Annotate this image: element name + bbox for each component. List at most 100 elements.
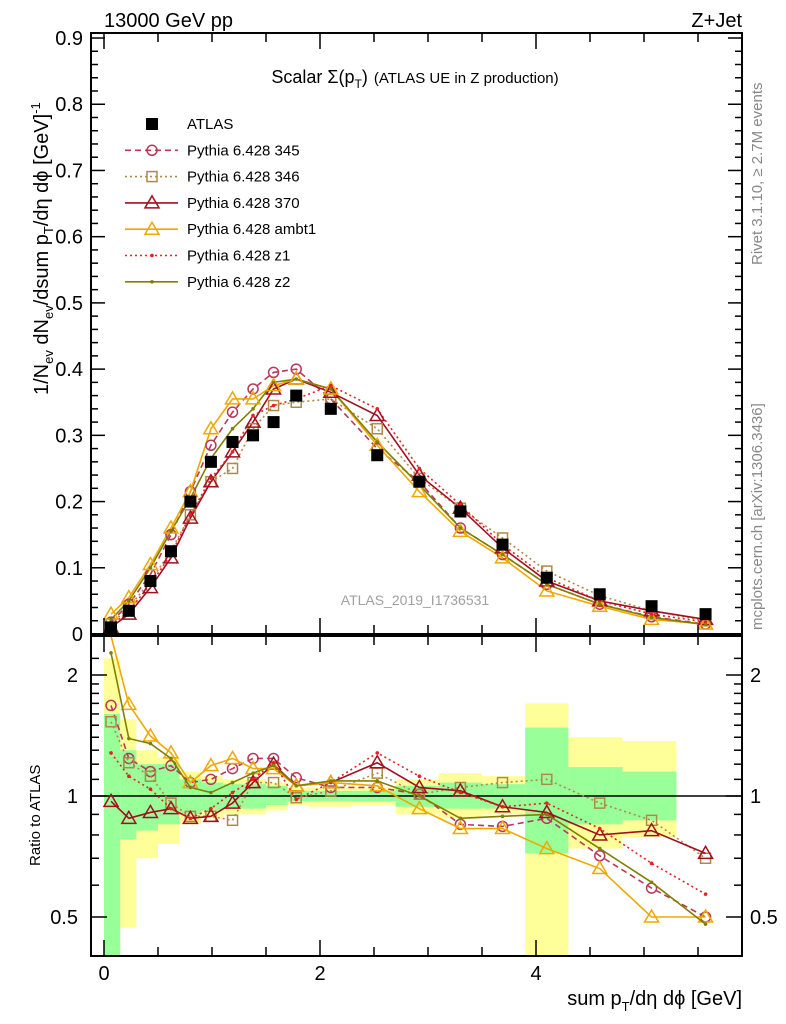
data-point-ambt1 xyxy=(643,610,660,626)
y-tick-label: 0.9 xyxy=(55,28,83,50)
title-part: (ATLAS UE in Z production) xyxy=(374,70,559,87)
data-point-z1 xyxy=(649,612,654,616)
legend-marker-345 xyxy=(146,144,158,157)
axis-ticks: 0 0.1 0.2 0.3 0.4 0.5 0.6 0.7 0.8 0.9 0 2 4 0.5 0.5 1 1 2… xyxy=(50,28,778,985)
x-tick-label: 4 xyxy=(530,963,541,985)
data-point-z2 xyxy=(649,615,654,620)
data-point-z1 xyxy=(375,407,380,411)
data-point-346 xyxy=(267,399,280,412)
data-point-ambt1 xyxy=(224,390,241,405)
data-point-atlas xyxy=(267,416,280,429)
data-point-z1 xyxy=(188,513,193,517)
ratio-point-ambt1 xyxy=(411,800,428,815)
data-point-atlas xyxy=(105,621,118,634)
y-axis-label: 1/Nev dNev/dsum pT/dη dϕ [GeV]-1 xyxy=(28,102,56,395)
data-point-atlas xyxy=(144,575,157,588)
data-point-z2 xyxy=(230,426,235,431)
ylabel-sub: ev xyxy=(41,305,56,319)
ratio-point-370 xyxy=(591,826,609,841)
data-point-atlas xyxy=(122,604,135,617)
ratio-point-z2 xyxy=(251,771,255,775)
ratio-point-z2 xyxy=(329,779,333,783)
ratio-point-z2 xyxy=(230,780,235,785)
ratio-point-z1 xyxy=(127,774,131,779)
ratio-point-z1 xyxy=(649,861,654,866)
title-part: Scalar Σ(p xyxy=(271,67,354,87)
legend-label-370: Pythia 6.428 370 xyxy=(187,195,300,212)
legend-marker-z1 xyxy=(150,253,154,258)
ratio-point-ambt1 xyxy=(643,908,660,923)
data-point-345 xyxy=(290,363,302,375)
ratio-point-z2 xyxy=(127,736,131,741)
ratio-y-axis-label: Ratio to ATLAS xyxy=(27,765,44,866)
ratio-plot-marks xyxy=(102,635,714,926)
data-point-ambt1 xyxy=(287,370,305,385)
title-part: ) xyxy=(362,67,368,87)
ratio-point-z1 xyxy=(271,760,276,765)
data-point-atlas xyxy=(699,608,712,621)
ratio-point-ambt1 xyxy=(368,777,386,792)
ratio-band-stat xyxy=(158,764,180,825)
legend-label-ambt1: Pythia 6.428 ambt1 xyxy=(187,221,316,238)
ratio-point-z2 xyxy=(597,846,602,851)
data-point-345 xyxy=(205,439,217,452)
ratio-point-346 xyxy=(144,770,157,782)
data-point-ambt1 xyxy=(202,420,220,435)
data-point-z1 xyxy=(417,466,422,471)
ratio-point-ambt1 xyxy=(697,908,714,923)
ratio-point-z2 xyxy=(209,790,213,795)
data-point-345 xyxy=(226,406,239,418)
data-point-346 xyxy=(371,422,383,435)
watermark: ATLAS_2019_I1736531 xyxy=(341,592,490,608)
legend-marker-ambt1 xyxy=(143,220,161,235)
main-plot-frame xyxy=(90,32,743,635)
ratio-point-345 xyxy=(290,772,302,784)
y-tick-label: 0.5 xyxy=(55,293,83,315)
ratio-point-370 xyxy=(120,809,138,825)
data-point-ambt1 xyxy=(244,390,262,405)
ratio-point-370 xyxy=(411,778,428,794)
ratio-point-z2 xyxy=(169,756,173,761)
data-point-z1 xyxy=(209,476,213,481)
x-tick-label: 2 xyxy=(314,963,325,985)
data-point-ambt1 xyxy=(265,377,282,392)
ratio-band-stat xyxy=(104,713,121,956)
ratio-point-370 xyxy=(142,803,159,819)
ratio-band-stat xyxy=(179,779,202,815)
y-tick-label: 0.6 xyxy=(55,227,83,249)
ylabel-sub: T xyxy=(41,226,56,234)
ratio-point-z1 xyxy=(169,806,173,811)
data-point-z2 xyxy=(500,552,505,557)
data-point-z1 xyxy=(703,620,708,624)
y-tick-label: 0.7 xyxy=(55,160,83,182)
plot-title: Scalar Σ(pT) (ATLAS UE in Z production) xyxy=(271,67,558,91)
legend-marker-z2 xyxy=(150,280,154,284)
ratio-point-z1 xyxy=(597,826,602,831)
data-point-atlas xyxy=(413,475,426,488)
ratio-point-ambt1 xyxy=(142,727,159,742)
xlabel-part: sum p xyxy=(567,988,621,1010)
ratio-point-z2 xyxy=(500,814,505,819)
legend: ATLAS Pythia 6.428 345 Pythia 6.428 346 Pyt… xyxy=(125,116,316,291)
xlabel-part: /dη dϕ [GeV] xyxy=(630,988,742,1010)
data-point-z2 xyxy=(294,377,299,381)
legend-label-atlas: ATLAS xyxy=(187,116,233,133)
data-point-atlas xyxy=(226,435,239,448)
y-tick-label: 0 xyxy=(72,624,83,646)
x-axis-label: sum pT/dη dϕ [GeV] xyxy=(567,988,742,1014)
y-tick-label: 0.2 xyxy=(55,492,83,514)
data-point-z2 xyxy=(597,602,602,607)
ratio-point-345 xyxy=(205,773,217,786)
ratio-point-ambt1 xyxy=(591,860,609,875)
data-point-ambt1 xyxy=(538,582,556,597)
ratio-point-z1 xyxy=(500,805,505,809)
data-point-346 xyxy=(226,462,239,475)
ratio-point-346 xyxy=(105,716,117,728)
ratio-y-tick-label: 2 xyxy=(67,665,78,687)
data-point-345 xyxy=(247,383,259,395)
series-line-345 xyxy=(110,368,706,625)
series-line-370 xyxy=(110,378,706,629)
ratio-point-370 xyxy=(162,800,180,815)
ratio-point-346 xyxy=(541,773,553,786)
y-tick-label: 0.3 xyxy=(55,425,83,447)
